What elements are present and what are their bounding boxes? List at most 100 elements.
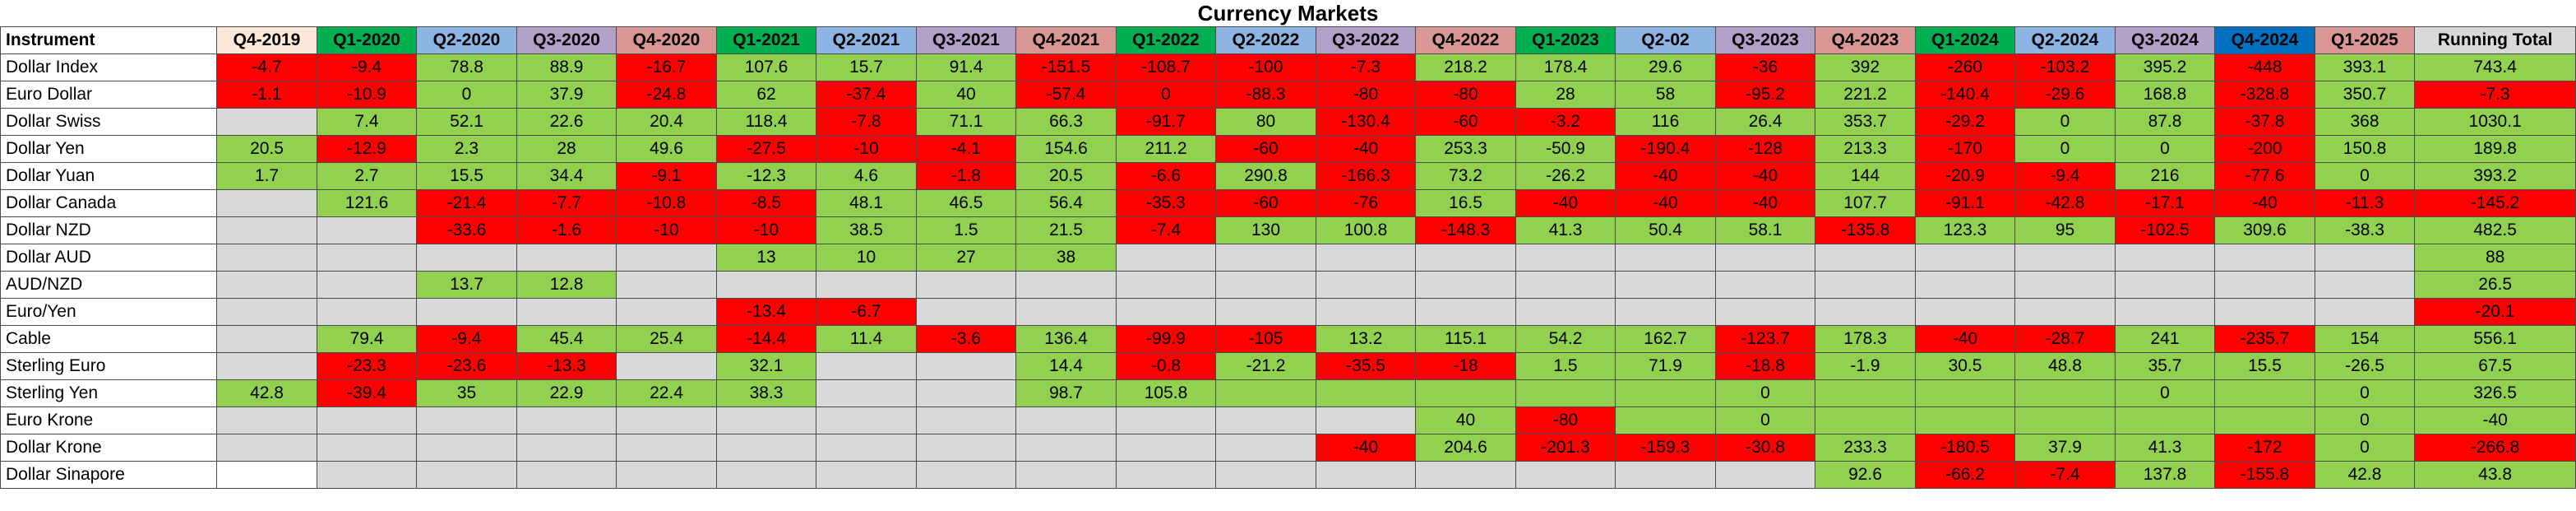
value-cell: 87.8 xyxy=(2114,108,2216,136)
value-cell: 0 xyxy=(2114,379,2216,407)
value-cell: 218.2 xyxy=(1415,53,1516,81)
table-row: AUD/NZD 13.7 12.8 26.5 xyxy=(0,271,2576,299)
value-cell xyxy=(1115,271,1217,299)
value-cell: 154 xyxy=(2314,325,2416,353)
page-title: Currency Markets xyxy=(1197,1,1379,26)
value-cell xyxy=(1714,244,1816,272)
value-cell: 66.3 xyxy=(1015,108,1117,136)
value-cell: -7.4 xyxy=(1115,216,1217,244)
table-row: Dollar Yuan 1.7 2.7 15.5 34.4 -9.1 -12.3 4.6 -1.… xyxy=(0,162,2576,190)
instrument-name: Dollar AUD xyxy=(0,244,218,272)
value-cell xyxy=(915,352,1017,380)
value-cell: 0 xyxy=(416,81,517,109)
value-cell: -17.1 xyxy=(2114,189,2216,217)
value-cell xyxy=(1315,271,1417,299)
value-cell xyxy=(2114,244,2216,272)
instrument-name: Dollar Canada xyxy=(0,189,218,217)
value-cell: 2.7 xyxy=(316,162,418,190)
value-cell: -26.2 xyxy=(1515,162,1616,190)
value-cell: 115.1 xyxy=(1415,325,1516,353)
value-cell xyxy=(516,434,617,462)
value-cell: 4.6 xyxy=(816,162,917,190)
table-body: Dollar Index -4.7 -9.4 78.8 88.9 -16.7 107.6 15… xyxy=(0,53,2576,489)
value-cell: -37.8 xyxy=(2214,108,2315,136)
value-cell: -27.5 xyxy=(715,135,817,163)
value-cell: 13.2 xyxy=(1315,325,1417,353)
value-cell: -80 xyxy=(1515,406,1616,434)
value-cell xyxy=(816,271,917,299)
value-cell xyxy=(316,298,418,326)
value-cell xyxy=(1215,244,1316,272)
value-cell: 107.7 xyxy=(1815,189,1916,217)
value-cell xyxy=(1415,244,1516,272)
value-cell xyxy=(1315,379,1417,407)
value-cell: -35.5 xyxy=(1315,352,1417,380)
column-header: Q1-2024 xyxy=(1914,26,2016,54)
value-cell: -140.4 xyxy=(1914,81,2016,109)
value-cell: 27 xyxy=(915,244,1017,272)
value-cell: -9.4 xyxy=(416,325,517,353)
value-cell xyxy=(416,461,517,489)
value-cell: -39.4 xyxy=(316,379,418,407)
value-cell xyxy=(1615,406,1716,434)
value-cell: -30.8 xyxy=(1714,434,1816,462)
value-cell xyxy=(1215,461,1316,489)
instrument-name: AUD/NZD xyxy=(0,271,218,299)
value-cell: 20.5 xyxy=(1015,162,1117,190)
value-cell xyxy=(2014,406,2116,434)
value-cell: -7.3 xyxy=(1315,53,1417,81)
value-cell xyxy=(616,434,717,462)
value-cell xyxy=(1815,379,1916,407)
value-cell: -38.3 xyxy=(2314,216,2416,244)
instrument-name: Dollar Krone xyxy=(0,434,218,462)
value-cell: 353.7 xyxy=(1815,108,1916,136)
value-cell: 25.4 xyxy=(616,325,717,353)
running-total-cell: -266.8 xyxy=(2414,434,2576,462)
value-cell xyxy=(915,406,1017,434)
value-cell xyxy=(1215,434,1316,462)
value-cell: 41.3 xyxy=(2114,434,2216,462)
value-cell xyxy=(616,406,717,434)
value-cell xyxy=(816,379,917,407)
value-cell: 309.6 xyxy=(2214,216,2315,244)
value-cell: 34.4 xyxy=(516,162,617,190)
value-cell xyxy=(416,434,517,462)
value-cell: 154.6 xyxy=(1015,135,1117,163)
value-cell xyxy=(2314,244,2416,272)
running-total-cell: -145.2 xyxy=(2414,189,2576,217)
value-cell xyxy=(715,406,817,434)
value-cell: 13.7 xyxy=(416,271,517,299)
value-cell: -7.8 xyxy=(816,108,917,136)
table-row: Cable 79.4 -9.4 45.4 25.4 -14.4 11.4 -3.6 136.4-… xyxy=(0,325,2576,353)
value-cell: -18.8 xyxy=(1714,352,1816,380)
value-cell: 211.2 xyxy=(1115,135,1217,163)
column-header: Q2-2022 xyxy=(1215,26,1316,54)
column-header: Q3-2021 xyxy=(915,26,1017,54)
value-cell: -10.8 xyxy=(616,189,717,217)
value-cell: 1.7 xyxy=(216,162,317,190)
value-cell xyxy=(816,461,917,489)
table-row: Sterling Euro -23.3 -23.6 -13.3 32.1 14.4 -0.8… xyxy=(0,352,2576,380)
value-cell: 91.4 xyxy=(915,53,1017,81)
value-cell xyxy=(216,271,317,299)
value-cell xyxy=(1015,271,1117,299)
value-cell xyxy=(1115,434,1217,462)
value-cell: 350.7 xyxy=(2314,81,2416,109)
column-header: Q1-2025 xyxy=(2314,26,2416,54)
value-cell: 392 xyxy=(1815,53,1916,81)
column-header: Q1-2023 xyxy=(1515,26,1616,54)
value-cell: 178.4 xyxy=(1515,53,1616,81)
value-cell: -76 xyxy=(1315,189,1417,217)
value-cell: 49.6 xyxy=(616,135,717,163)
value-cell xyxy=(1415,271,1516,299)
value-cell xyxy=(1115,406,1217,434)
value-cell: -16.7 xyxy=(616,53,717,81)
value-cell: 71.1 xyxy=(915,108,1017,136)
value-cell: 121.6 xyxy=(316,189,418,217)
value-cell xyxy=(216,189,317,217)
value-cell: 0 xyxy=(1714,379,1816,407)
currency-table: Instrument Q4-2019 Q1-2020 Q2-2020 Q3-2020 Q4… xyxy=(0,26,2576,489)
value-cell: -13.4 xyxy=(715,298,817,326)
value-cell: 0 xyxy=(2314,379,2416,407)
value-cell: -33.6 xyxy=(416,216,517,244)
